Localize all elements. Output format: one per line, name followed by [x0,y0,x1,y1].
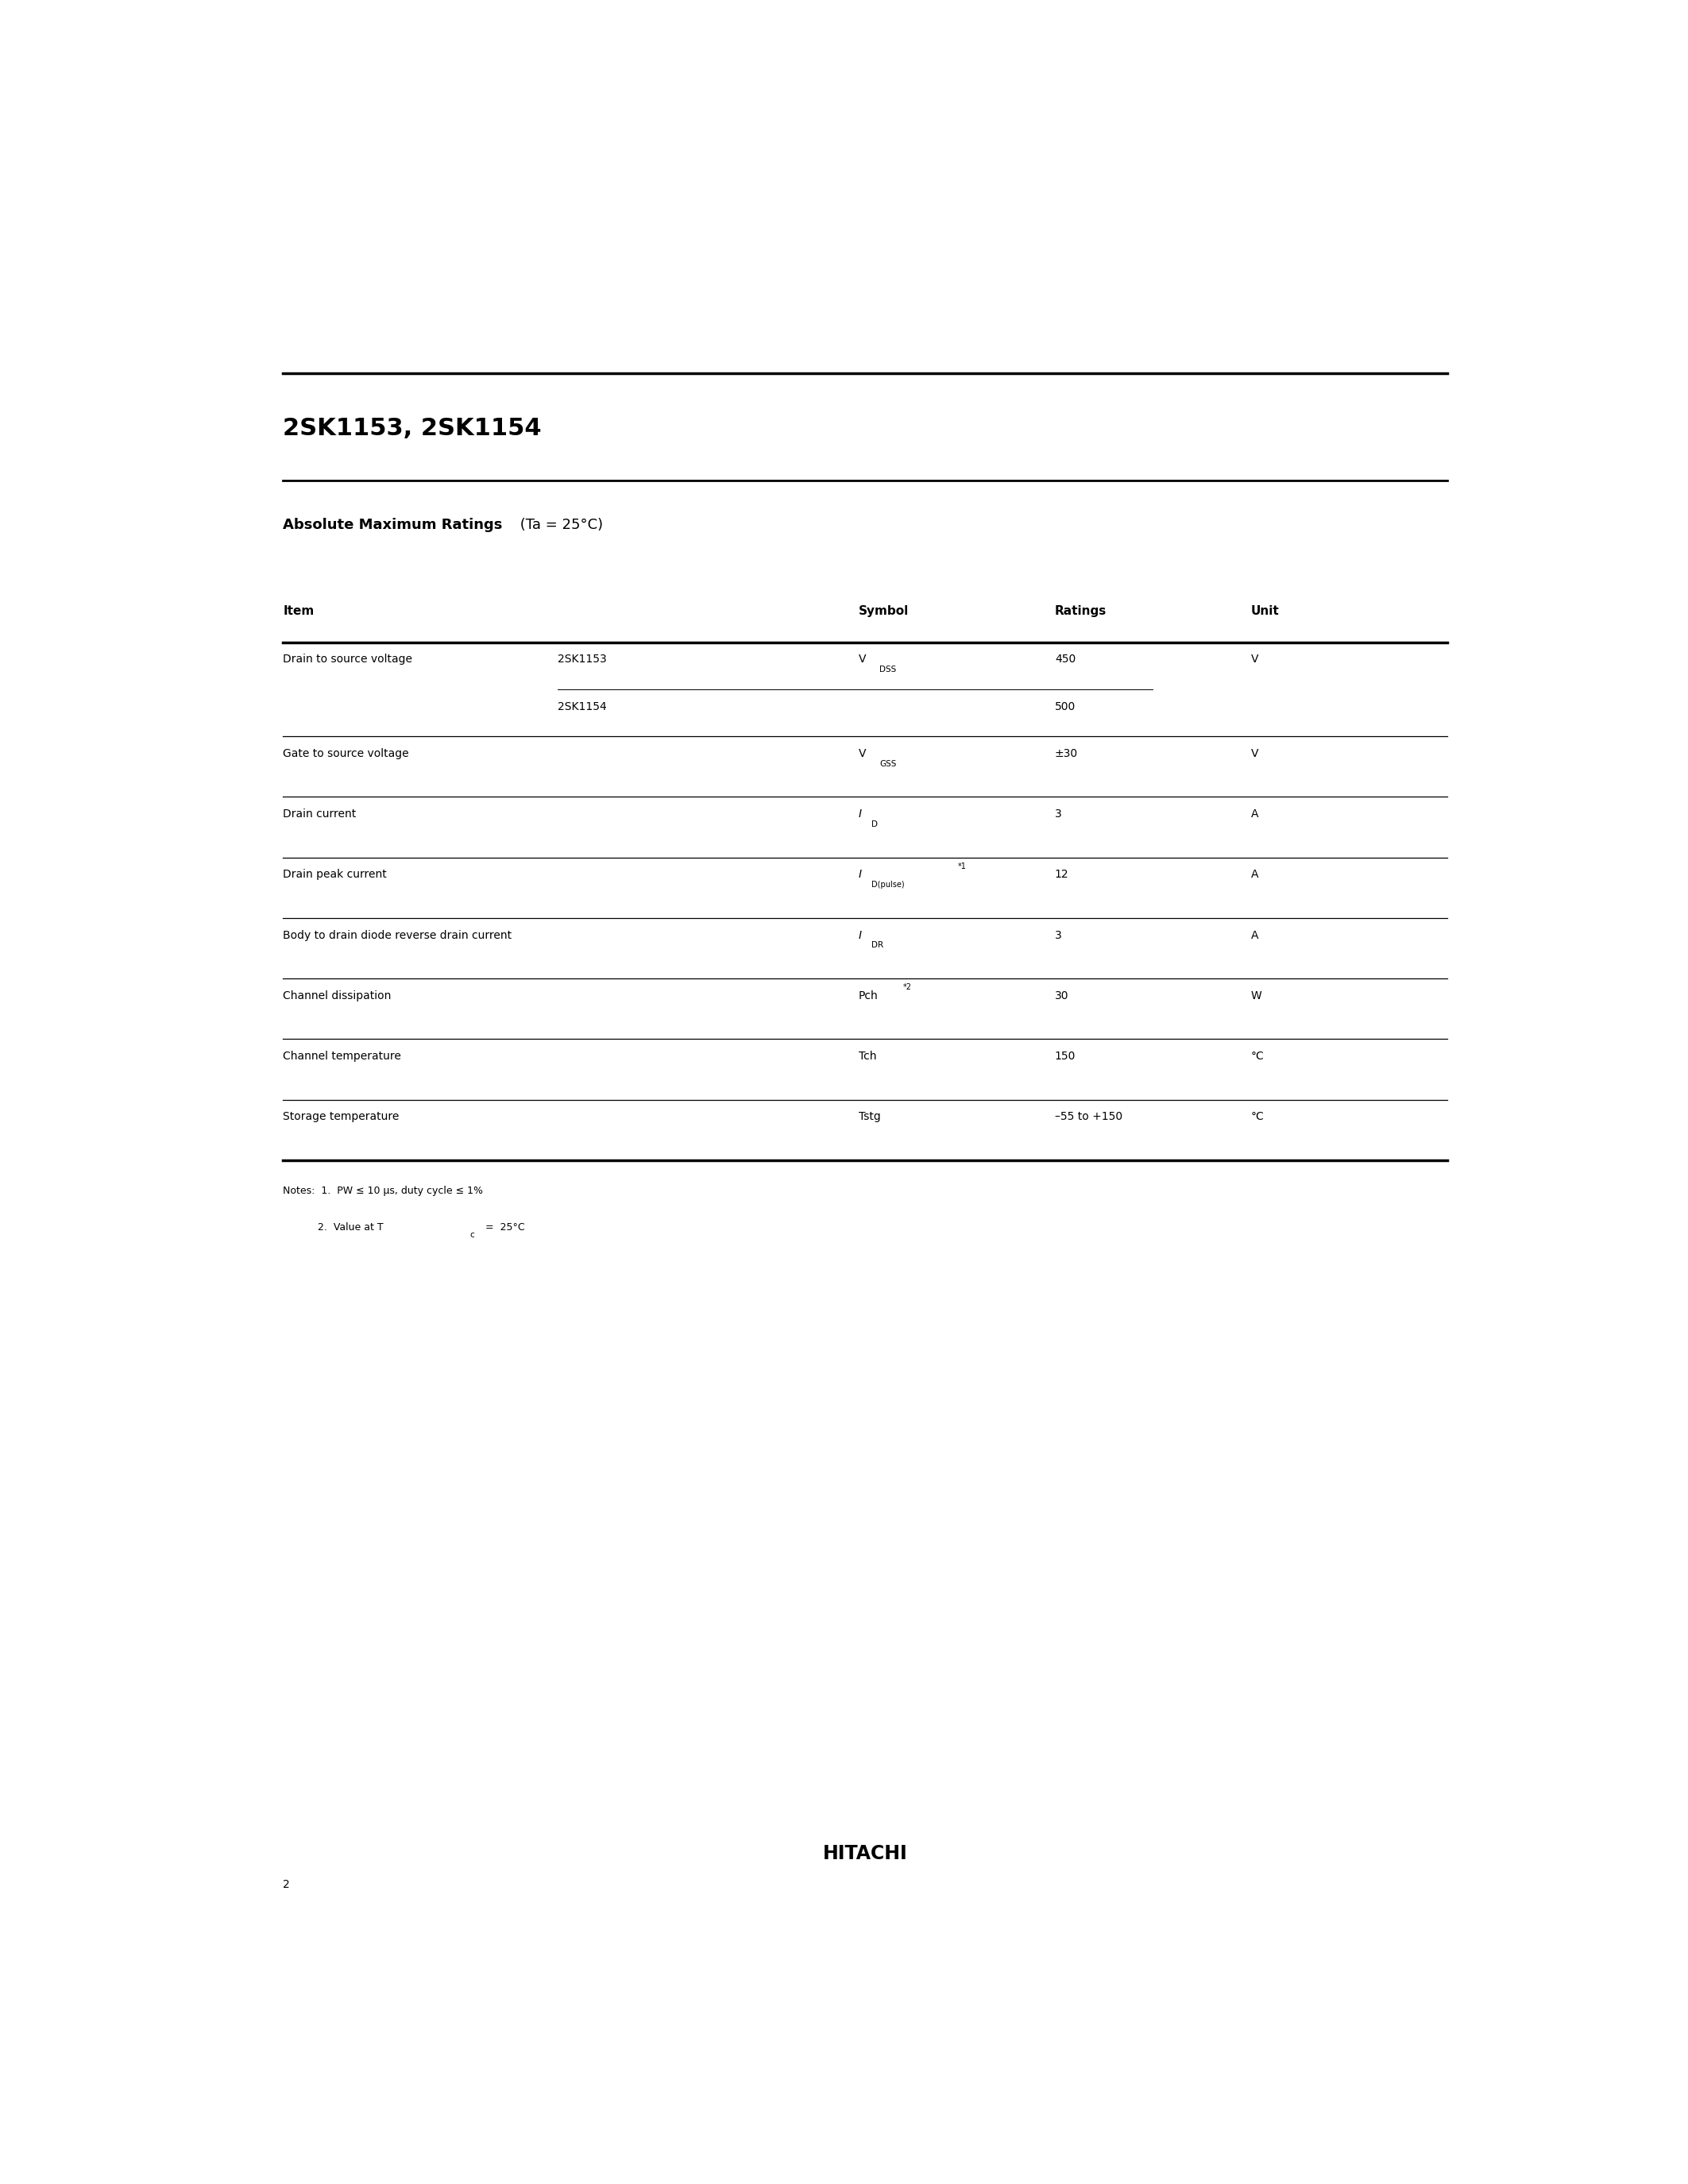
Text: Symbol: Symbol [859,605,908,618]
Text: V: V [859,653,866,666]
Text: Ratings: Ratings [1055,605,1107,618]
Text: =  25°C: = 25°C [481,1223,525,1232]
Text: Notes:  1.  PW ≤ 10 μs, duty cycle ≤ 1%: Notes: 1. PW ≤ 10 μs, duty cycle ≤ 1% [284,1186,483,1195]
Text: Tch: Tch [859,1051,876,1061]
Text: I: I [859,808,863,819]
Text: c: c [469,1232,474,1238]
Text: Body to drain diode reverse drain current: Body to drain diode reverse drain curren… [284,930,511,941]
Text: HITACHI: HITACHI [822,1843,908,1863]
Text: I: I [859,930,863,941]
Text: Drain current: Drain current [284,808,356,819]
Text: A: A [1251,808,1259,819]
Text: A: A [1251,930,1259,941]
Text: V: V [1251,653,1259,666]
Text: Storage temperature: Storage temperature [284,1112,400,1123]
Text: Item: Item [284,605,314,618]
Text: *1: *1 [959,863,967,871]
Text: 500: 500 [1055,701,1075,712]
Text: Pch: Pch [859,989,878,1002]
Text: 30: 30 [1055,989,1069,1002]
Text: 2SK1153, 2SK1154: 2SK1153, 2SK1154 [284,417,542,439]
Text: Absolute Maximum Ratings: Absolute Maximum Ratings [284,518,503,533]
Text: Unit: Unit [1251,605,1280,618]
Text: Drain to source voltage: Drain to source voltage [284,653,412,666]
Text: W: W [1251,989,1263,1002]
Text: 3: 3 [1055,930,1062,941]
Text: 2SK1153: 2SK1153 [557,653,606,666]
Text: –55 to +150: –55 to +150 [1055,1112,1123,1123]
Text: DSS: DSS [879,666,896,673]
Text: V: V [859,749,866,760]
Text: Channel dissipation: Channel dissipation [284,989,392,1002]
Text: (Ta = 25°C): (Ta = 25°C) [517,518,603,533]
Text: 12: 12 [1055,869,1069,880]
Text: 2: 2 [284,1878,290,1889]
Text: Gate to source voltage: Gate to source voltage [284,749,408,760]
Text: V: V [1251,749,1259,760]
Text: DR: DR [871,941,883,950]
Text: 2SK1154: 2SK1154 [557,701,606,712]
Text: *2: *2 [903,983,912,992]
Text: Channel temperature: Channel temperature [284,1051,402,1061]
Text: 3: 3 [1055,808,1062,819]
Text: GSS: GSS [879,760,896,769]
Text: ±30: ±30 [1055,749,1079,760]
Text: Drain peak current: Drain peak current [284,869,387,880]
Text: 450: 450 [1055,653,1075,666]
Text: D: D [871,821,878,828]
Text: D(pulse): D(pulse) [871,880,905,889]
Text: 150: 150 [1055,1051,1075,1061]
Text: °C: °C [1251,1051,1264,1061]
Text: Tstg: Tstg [859,1112,881,1123]
Text: I: I [859,869,863,880]
Text: A: A [1251,869,1259,880]
Text: 2.  Value at T: 2. Value at T [284,1223,383,1232]
Text: °C: °C [1251,1112,1264,1123]
